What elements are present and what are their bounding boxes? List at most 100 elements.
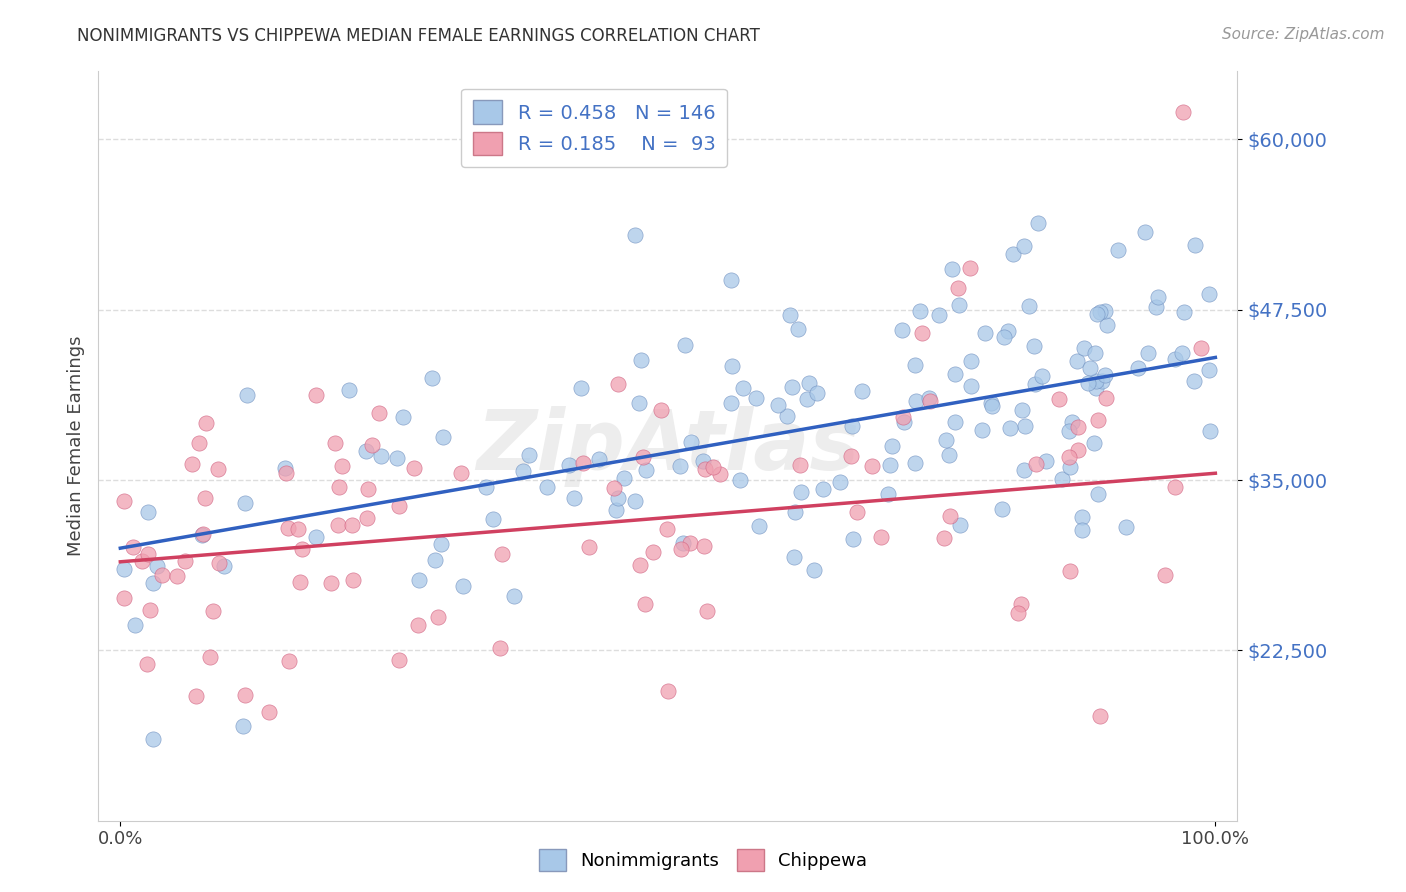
Point	[1024, 376, 1046, 391]
Point	[236, 388, 259, 402]
Point	[787, 322, 810, 336]
Point	[1083, 436, 1105, 450]
Point	[124, 618, 146, 632]
Point	[880, 439, 903, 453]
Point	[1073, 341, 1095, 355]
Point	[605, 503, 627, 517]
Point	[408, 573, 430, 587]
Point	[998, 421, 1021, 435]
Point	[876, 487, 898, 501]
Point	[1154, 568, 1177, 582]
Point	[997, 324, 1019, 338]
Point	[291, 542, 314, 557]
Point	[1084, 374, 1107, 388]
Point	[569, 381, 592, 395]
Point	[1012, 463, 1035, 477]
Point	[184, 689, 207, 703]
Point	[274, 460, 297, 475]
Point	[948, 298, 970, 312]
Point	[860, 458, 883, 473]
Point	[232, 718, 254, 732]
Point	[655, 522, 678, 536]
Point	[517, 448, 540, 462]
Point	[1012, 239, 1035, 253]
Point	[1007, 606, 1029, 620]
Point	[323, 435, 346, 450]
Point	[602, 481, 624, 495]
Point	[426, 610, 449, 624]
Point	[1090, 709, 1112, 723]
Point	[1060, 415, 1083, 429]
Point	[606, 491, 628, 505]
Point	[783, 505, 806, 519]
Point	[402, 461, 425, 475]
Point	[1164, 352, 1187, 367]
Point	[893, 416, 915, 430]
Point	[387, 653, 409, 667]
Point	[340, 518, 363, 533]
Point	[257, 705, 280, 719]
Point	[806, 385, 828, 400]
Point	[406, 617, 429, 632]
Point	[1057, 425, 1080, 439]
Point	[277, 521, 299, 535]
Point	[482, 512, 505, 526]
Point	[624, 227, 647, 242]
Point	[928, 308, 950, 322]
Point	[326, 518, 349, 533]
Point	[1094, 391, 1116, 405]
Point	[1088, 305, 1111, 319]
Point	[1164, 480, 1187, 494]
Point	[191, 527, 214, 541]
Point	[1094, 368, 1116, 383]
Point	[1107, 243, 1129, 257]
Point	[776, 409, 799, 423]
Point	[276, 466, 298, 480]
Point	[943, 368, 966, 382]
Point	[932, 531, 955, 545]
Point	[1031, 369, 1053, 384]
Point	[910, 303, 932, 318]
Point	[905, 393, 928, 408]
Point	[789, 458, 811, 472]
Point	[693, 462, 716, 476]
Point	[588, 452, 610, 467]
Point	[938, 448, 960, 462]
Point	[870, 530, 893, 544]
Point	[1144, 300, 1167, 314]
Point	[139, 602, 162, 616]
Point	[696, 604, 718, 618]
Point	[1173, 305, 1195, 319]
Point	[1198, 363, 1220, 377]
Point	[207, 462, 229, 476]
Point	[679, 536, 702, 550]
Point	[420, 371, 443, 385]
Legend: Nonimmigrants, Chippewa: Nonimmigrants, Chippewa	[531, 842, 875, 879]
Point	[1059, 460, 1081, 475]
Point	[709, 467, 731, 481]
Point	[911, 326, 934, 340]
Point	[828, 475, 851, 490]
Point	[673, 337, 696, 351]
Point	[181, 457, 204, 471]
Point	[1084, 346, 1107, 360]
Point	[692, 453, 714, 467]
Point	[720, 273, 742, 287]
Point	[1025, 458, 1047, 472]
Point	[841, 419, 863, 434]
Point	[423, 553, 446, 567]
Point	[612, 471, 634, 485]
Point	[1087, 413, 1109, 427]
Point	[135, 657, 157, 671]
Point	[669, 458, 692, 473]
Point	[1091, 374, 1114, 388]
Point	[1014, 419, 1036, 434]
Point	[432, 430, 454, 444]
Point	[1071, 510, 1094, 524]
Point	[112, 591, 135, 606]
Point	[330, 458, 353, 473]
Point	[451, 579, 474, 593]
Point	[779, 308, 801, 322]
Point	[879, 458, 901, 473]
Point	[277, 654, 299, 668]
